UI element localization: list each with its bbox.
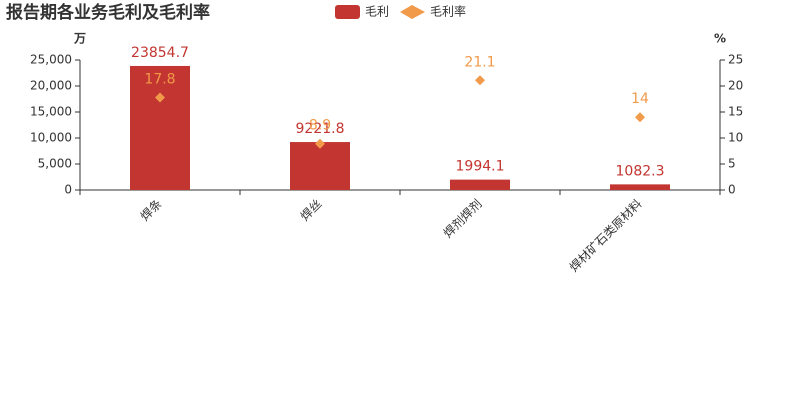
bar bbox=[130, 65, 190, 190]
y-tick-label: 15,000 bbox=[30, 105, 72, 119]
y-tick-label: 20,000 bbox=[30, 79, 72, 93]
scatter-point bbox=[475, 75, 485, 86]
y-tick-label: 0 bbox=[64, 183, 72, 197]
x-tick-label: 焊剂焊剂 bbox=[440, 196, 485, 241]
point-value-label: 8.9 bbox=[309, 118, 331, 134]
bar-value-label: 9221.8 bbox=[296, 121, 345, 137]
bar bbox=[610, 184, 670, 190]
legend-swatch bbox=[400, 5, 425, 19]
bar bbox=[450, 179, 510, 190]
bar bbox=[290, 142, 350, 190]
bar-value-label: 23854.7 bbox=[131, 45, 189, 61]
x-tick-label: 焊材矿石类原材料 bbox=[566, 196, 644, 274]
y2-tick-label: 5 bbox=[728, 157, 736, 171]
scatter-point bbox=[315, 138, 325, 149]
x-tick-label: 焊丝 bbox=[297, 196, 325, 224]
chart-title: 报告期各业务毛利及毛利率 bbox=[6, 2, 210, 23]
y2-tick-label: 20 bbox=[728, 79, 743, 93]
point-value-label: 17.8 bbox=[144, 71, 175, 87]
legend-label: 毛利率 bbox=[430, 4, 466, 19]
point-value-label: 21.1 bbox=[464, 54, 495, 70]
y-tick-label: 10,000 bbox=[30, 131, 72, 145]
y2-tick-label: 0 bbox=[728, 183, 736, 197]
y-axis-unit: 万 bbox=[73, 32, 86, 46]
bar-value-label: 1994.1 bbox=[456, 159, 505, 175]
x-tick-label: 焊条 bbox=[137, 196, 165, 224]
bar-value-label: 1082.3 bbox=[616, 163, 665, 179]
y2-tick-label: 25 bbox=[728, 53, 743, 67]
y-tick-label: 25,000 bbox=[30, 53, 72, 67]
scatter-point bbox=[635, 112, 645, 123]
y-tick-label: 5,000 bbox=[38, 157, 72, 171]
legend-label: 毛利 bbox=[365, 5, 389, 19]
y2-axis-unit: % bbox=[714, 32, 726, 46]
scatter-point bbox=[155, 92, 165, 103]
legend-swatch bbox=[335, 5, 360, 19]
y2-tick-label: 15 bbox=[728, 105, 743, 119]
point-value-label: 14 bbox=[631, 91, 649, 107]
y2-tick-label: 10 bbox=[728, 131, 743, 145]
